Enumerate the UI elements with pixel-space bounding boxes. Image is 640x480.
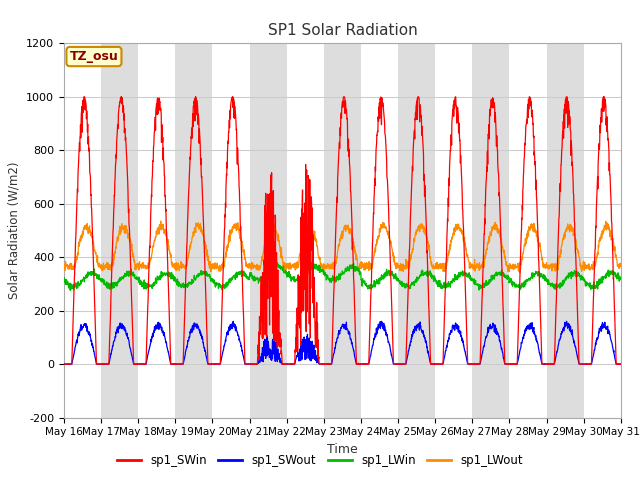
sp1_SWin xyxy=(371,176,379,182)
Bar xyxy=(212,43,250,418)
Bar xyxy=(138,43,175,418)
sp1_LWin xyxy=(584,282,591,288)
sp1_SWin xyxy=(617,361,625,367)
Text: TZ_osu: TZ_osu xyxy=(70,50,118,63)
Bar xyxy=(250,43,287,418)
sp1_LWin xyxy=(308,259,316,265)
sp1_LWout xyxy=(359,263,367,268)
sp1_SWout xyxy=(216,361,223,367)
sp1_SWout xyxy=(60,361,68,367)
sp1_LWout xyxy=(157,218,164,224)
sp1_LWout xyxy=(280,270,288,276)
sp1_LWout xyxy=(371,247,379,252)
sp1_SWin xyxy=(359,361,367,367)
sp1_SWin xyxy=(117,94,125,99)
sp1_LWout xyxy=(617,264,625,269)
sp1_LWout xyxy=(505,263,513,268)
Legend: sp1_SWin, sp1_SWout, sp1_LWin, sp1_LWout: sp1_SWin, sp1_SWout, sp1_LWin, sp1_LWout xyxy=(112,449,528,472)
Bar xyxy=(101,43,138,418)
Bar xyxy=(584,43,621,418)
sp1_SWin xyxy=(584,361,591,367)
Bar xyxy=(287,43,324,418)
Bar xyxy=(324,43,361,418)
sp1_SWout xyxy=(229,318,237,324)
sp1_LWout xyxy=(216,263,223,268)
Y-axis label: Solar Radiation (W/m2): Solar Radiation (W/m2) xyxy=(8,162,20,299)
Bar xyxy=(175,43,212,418)
Bar xyxy=(361,43,398,418)
Bar xyxy=(435,43,472,418)
Bar xyxy=(472,43,509,418)
sp1_SWout xyxy=(371,333,379,339)
sp1_SWin xyxy=(216,361,223,367)
sp1_SWin xyxy=(60,361,68,367)
sp1_SWout xyxy=(568,332,576,338)
sp1_LWin xyxy=(216,284,223,289)
Bar xyxy=(398,43,435,418)
sp1_LWout xyxy=(584,262,591,268)
sp1_SWout xyxy=(584,361,591,367)
Line: sp1_LWout: sp1_LWout xyxy=(64,221,621,273)
Title: SP1 Solar Radiation: SP1 Solar Radiation xyxy=(268,23,417,38)
Line: sp1_LWin: sp1_LWin xyxy=(64,262,621,290)
sp1_SWout xyxy=(61,361,68,367)
Bar xyxy=(64,43,101,418)
sp1_SWout xyxy=(617,361,625,367)
Line: sp1_SWout: sp1_SWout xyxy=(64,321,621,364)
sp1_SWout xyxy=(359,361,367,367)
sp1_SWin xyxy=(504,361,512,367)
sp1_LWin xyxy=(60,279,68,285)
sp1_LWout xyxy=(568,228,576,234)
Bar xyxy=(509,43,547,418)
sp1_LWin xyxy=(218,288,226,293)
Line: sp1_SWin: sp1_SWin xyxy=(64,96,621,364)
sp1_LWin xyxy=(371,280,379,286)
sp1_LWin xyxy=(568,273,576,279)
sp1_LWout xyxy=(60,265,68,271)
Bar xyxy=(547,43,584,418)
sp1_SWin xyxy=(568,148,575,154)
sp1_LWin xyxy=(505,276,513,281)
X-axis label: Time: Time xyxy=(327,443,358,456)
sp1_SWout xyxy=(505,361,513,367)
sp1_LWin xyxy=(617,275,625,280)
sp1_LWin xyxy=(359,280,367,286)
